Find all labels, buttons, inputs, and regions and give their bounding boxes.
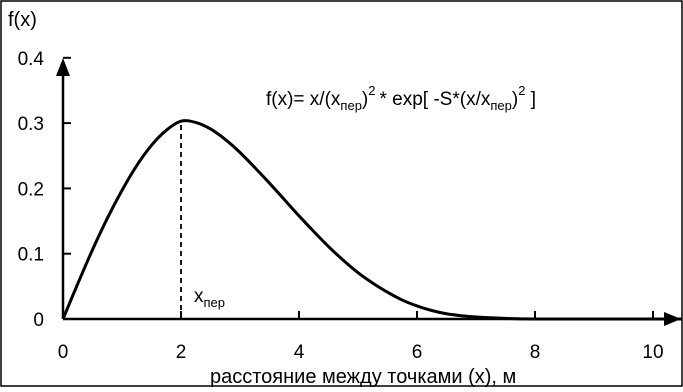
- x-axis-label: расстояние между точками (x), м: [210, 366, 516, 387]
- x-tick-label: 8: [530, 342, 541, 363]
- formula-sup2: 2: [518, 83, 525, 98]
- x-tick-label: 6: [412, 342, 423, 363]
- x-tick-label: 2: [176, 342, 187, 363]
- formula-part2: ): [362, 89, 368, 110]
- formula-part3: * exp[ -S*(x/x: [379, 89, 490, 110]
- x-tick-label: 0: [58, 342, 69, 363]
- y-tick-label: 0: [33, 310, 44, 331]
- formula-sub1: пер: [340, 98, 362, 113]
- axis-ticks: [62, 56, 654, 320]
- y-tick-label: 0.1: [18, 245, 44, 266]
- y-tick-label: 0.4: [18, 49, 45, 70]
- y-axis-label: f(x): [8, 9, 37, 31]
- y-axis-arrow: [56, 58, 70, 76]
- series-line-f: [61, 119, 683, 321]
- formula-sup1: 2: [368, 83, 375, 98]
- formula-prefix: f(x)= x/(x: [266, 89, 341, 110]
- annotation-label: xпер: [194, 286, 225, 310]
- formula-part4: ): [512, 89, 518, 110]
- formula-sub2: пер: [490, 98, 512, 113]
- formula-part5: ]: [525, 89, 536, 110]
- annotation-sub: пер: [204, 295, 226, 310]
- x-tick-label: 4: [294, 342, 305, 363]
- axis-tick-labels: 0 2 4 6 8 10 0 0.1 0.2 0.3 0.4: [18, 49, 664, 363]
- y-tick-label: 0.3: [18, 114, 44, 135]
- y-tick-label: 0.2: [18, 179, 44, 200]
- formula-text: f(x)= x/(xпер)2 * exp[ -S*(x/xпер)2 ]: [266, 83, 536, 113]
- x-tick-label: 10: [642, 342, 663, 363]
- annotation-main: x: [194, 286, 204, 307]
